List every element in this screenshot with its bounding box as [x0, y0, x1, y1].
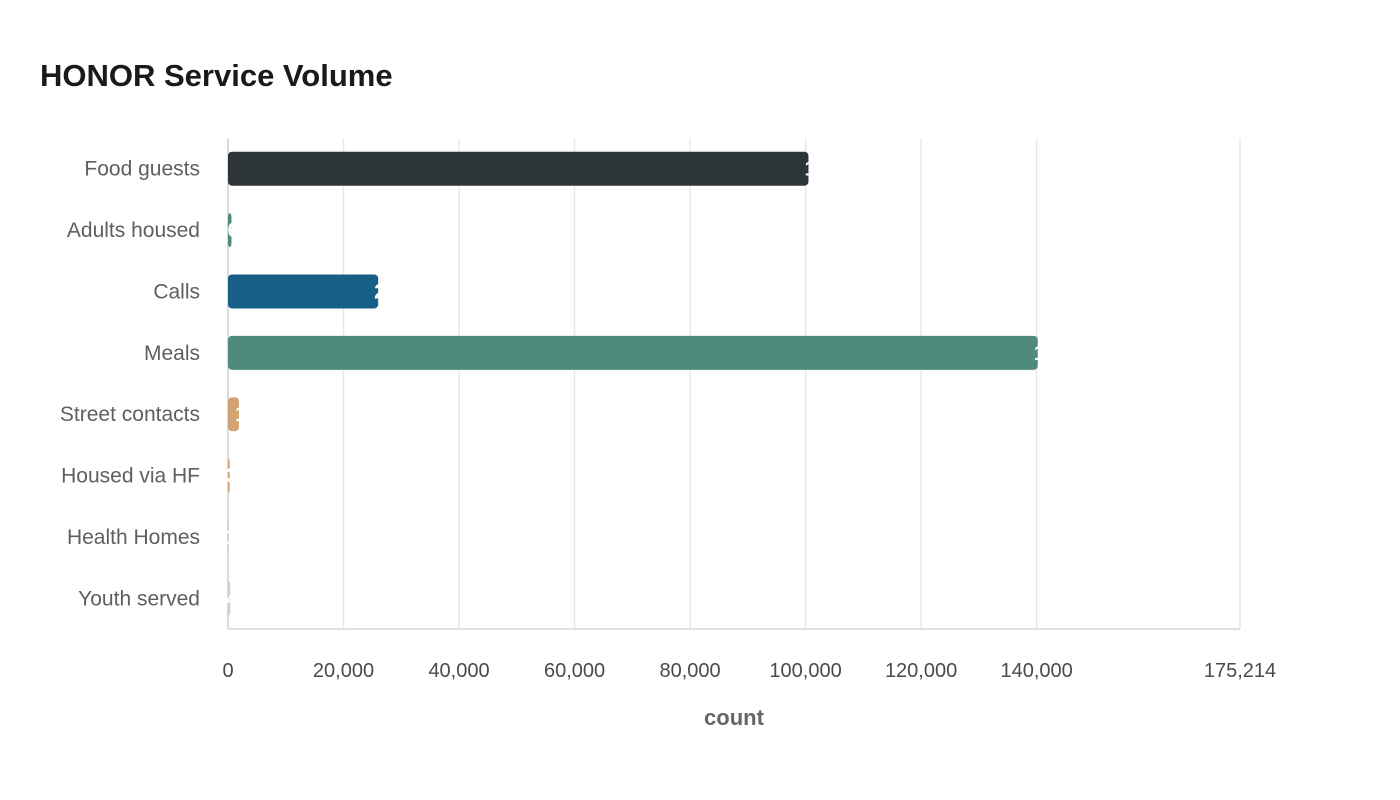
- bar-calls: [228, 274, 379, 309]
- bar-food-guests: [228, 151, 809, 186]
- bar-adults-housed: [228, 213, 232, 248]
- data-label: 150: [225, 526, 260, 549]
- data-label: 26,000: [374, 280, 438, 303]
- data-label: 600: [227, 219, 262, 242]
- bar-street-contacts: [228, 397, 239, 432]
- category-labels: Food guests Adults housed Calls Meals Street…: [60, 158, 200, 611]
- x-tick-label: 60,000: [544, 660, 605, 682]
- category-label: Food guests: [84, 158, 200, 181]
- data-label: 400: [226, 587, 261, 610]
- bar-housed-via-hf: [228, 458, 230, 493]
- category-label: Health Homes: [67, 526, 200, 549]
- category-label: Youth served: [78, 587, 200, 610]
- data-label: 300: [226, 465, 261, 488]
- x-tick-label: 80,000: [659, 660, 720, 682]
- x-tick-label: 40,000: [428, 660, 489, 682]
- data-label: 1,900: [235, 403, 288, 426]
- x-tick-label: 0: [222, 660, 233, 682]
- x-tick-label: 20,000: [313, 660, 374, 682]
- grid-layer: [227, 138, 1241, 630]
- x-tick-labels: 0 20,000 40,000 60,000 80,000 100,000 120,000 1…: [222, 660, 1276, 682]
- bar-health-homes: [228, 519, 229, 554]
- category-label: Adults housed: [67, 219, 200, 242]
- category-label: Meals: [144, 342, 200, 365]
- bar-layer: 100,500 600 26,000 140,200 1,900 300 150 400: [225, 151, 1110, 616]
- data-label: 100,500: [804, 158, 880, 181]
- bar-youth-served: [228, 581, 231, 616]
- x-tick-label: 140,000: [1000, 660, 1072, 682]
- category-label: Street contacts: [60, 403, 200, 426]
- x-tick-label: 120,000: [885, 660, 957, 682]
- chart-title: HONOR Service Volume: [40, 58, 393, 93]
- data-label: 140,200: [1034, 342, 1110, 365]
- x-tick-label: 175,214: [1204, 660, 1276, 682]
- x-tick-label: 100,000: [769, 660, 841, 682]
- x-axis-title: count: [704, 705, 765, 730]
- category-label: Housed via HF: [61, 465, 200, 488]
- category-label: Calls: [153, 280, 200, 303]
- bar-meals: [228, 335, 1038, 370]
